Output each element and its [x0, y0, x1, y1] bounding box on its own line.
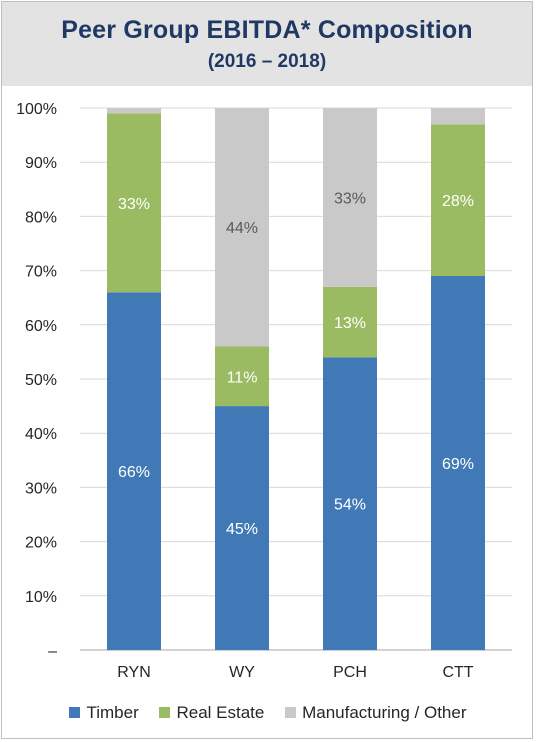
data-label: 54% — [334, 497, 366, 514]
y-tick-label: – — [48, 643, 57, 660]
data-label: 28% — [442, 193, 474, 210]
bar-real-estate-ryn — [107, 113, 161, 293]
legend-swatch-real-estate — [159, 706, 171, 718]
data-label: 11% — [227, 369, 258, 386]
chart-title: Peer Group EBITDA* Composition — [61, 16, 473, 44]
data-label: 66% — [118, 464, 150, 481]
y-tick-label: 70% — [25, 264, 57, 281]
legend-swatch-other — [285, 706, 297, 718]
y-tick-label: 90% — [25, 155, 57, 172]
bar-timber-wy — [215, 406, 269, 650]
y-tick-label: 40% — [25, 426, 57, 443]
bar-timber-ryn — [107, 292, 161, 650]
chart-header: Peer Group EBITDA* Composition (2016 – 2… — [2, 2, 532, 86]
y-tick-label: 30% — [25, 480, 57, 497]
bar-manufacturing-other-wy — [215, 108, 269, 347]
bar-manufacturing-other-pch — [323, 108, 377, 287]
legend-item-timber: Timber — [69, 702, 139, 723]
chart-subtitle: (2016 – 2018) — [207, 51, 327, 72]
legend-label-other: Manufacturing / Other — [302, 702, 467, 722]
bar-real-estate-pch — [323, 286, 377, 358]
y-tick-label: 50% — [25, 372, 57, 389]
data-label: 69% — [442, 456, 474, 473]
legend-swatch-timber — [69, 706, 81, 718]
legend-label-timber: Timber — [86, 702, 139, 722]
data-label: 33% — [118, 196, 150, 213]
x-tick-label: CTT — [442, 664, 473, 681]
y-tick-label: 20% — [25, 535, 57, 552]
bar-manufacturing-other-ctt — [431, 108, 485, 125]
data-label: 13% — [334, 315, 366, 332]
legend-label-real-estate: Real Estate — [176, 702, 265, 722]
bar-timber-ctt — [431, 276, 485, 650]
bar-real-estate-ctt — [431, 124, 485, 277]
data-label: 44% — [226, 220, 258, 237]
data-label: 45% — [226, 521, 258, 538]
y-tick-label: 80% — [25, 209, 57, 226]
legend-item-other: Manufacturing / Other — [285, 702, 467, 723]
chart-legend: Timber Real Estate Manufacturing / Other — [0, 702, 536, 726]
bar-manufacturing-other-ryn — [107, 108, 161, 114]
legend-item-real-estate: Real Estate — [159, 703, 264, 723]
bar-timber-pch — [323, 357, 377, 650]
x-tick-label: PCH — [333, 664, 367, 681]
y-tick-label: 10% — [25, 589, 57, 606]
bar-real-estate-wy — [215, 346, 269, 407]
y-tick-label: 60% — [25, 318, 57, 335]
y-tick-label: 100% — [16, 101, 57, 118]
x-tick-label: WY — [229, 664, 255, 681]
x-tick-label: RYN — [117, 664, 151, 681]
data-label: 33% — [334, 190, 366, 207]
